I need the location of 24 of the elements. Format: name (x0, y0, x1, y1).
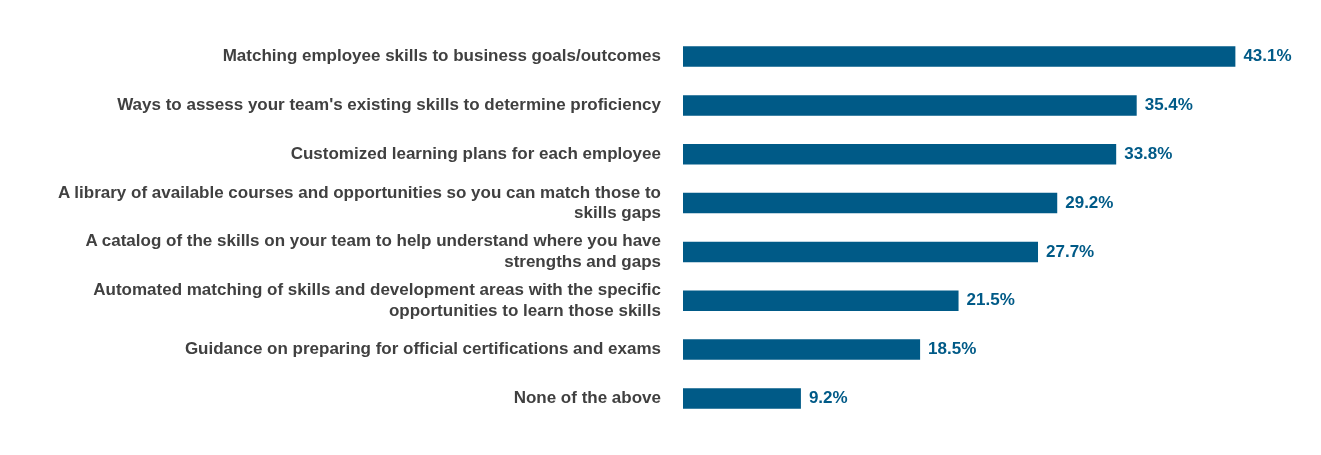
data-label: 43.1% (1243, 46, 1292, 66)
bar (683, 339, 921, 360)
bar (683, 192, 1058, 214)
data-label: 29.2% (1065, 192, 1114, 212)
y-tick-label: A library of available courses and opportunities so you can match those to skills gaps (57, 182, 661, 222)
bar (683, 46, 1236, 67)
y-tick-label: Customized learning plans for each employee (290, 143, 661, 163)
data-label: 33.8% (1124, 143, 1173, 163)
bar (683, 290, 959, 311)
y-tick-label: Matching employee skills to business goals/outcomes (222, 46, 661, 66)
data-label: 21.5% (966, 290, 1015, 310)
bar (683, 241, 1039, 263)
bar (683, 388, 801, 409)
data-label: 9.2% (808, 388, 848, 408)
bar (683, 144, 1117, 165)
bar (683, 95, 1137, 116)
y-tick-label: A catalog of the skills on your team to help understand where you have strengths and gaps (85, 231, 661, 271)
data-label: 27.7% (1046, 241, 1095, 261)
y-tick-label: Guidance on preparing for official certifications and exams (184, 339, 661, 359)
y-tick-label: None of the above (513, 388, 661, 408)
y-tick-label: Automated matching of skills and development areas with the specific opportunities to learn those skills (93, 280, 661, 320)
data-label: 35.4% (1144, 95, 1193, 115)
data-label: 18.5% (928, 339, 977, 359)
y-tick-label: Ways to assess your team's existing skills to determine proficiency (117, 95, 662, 115)
